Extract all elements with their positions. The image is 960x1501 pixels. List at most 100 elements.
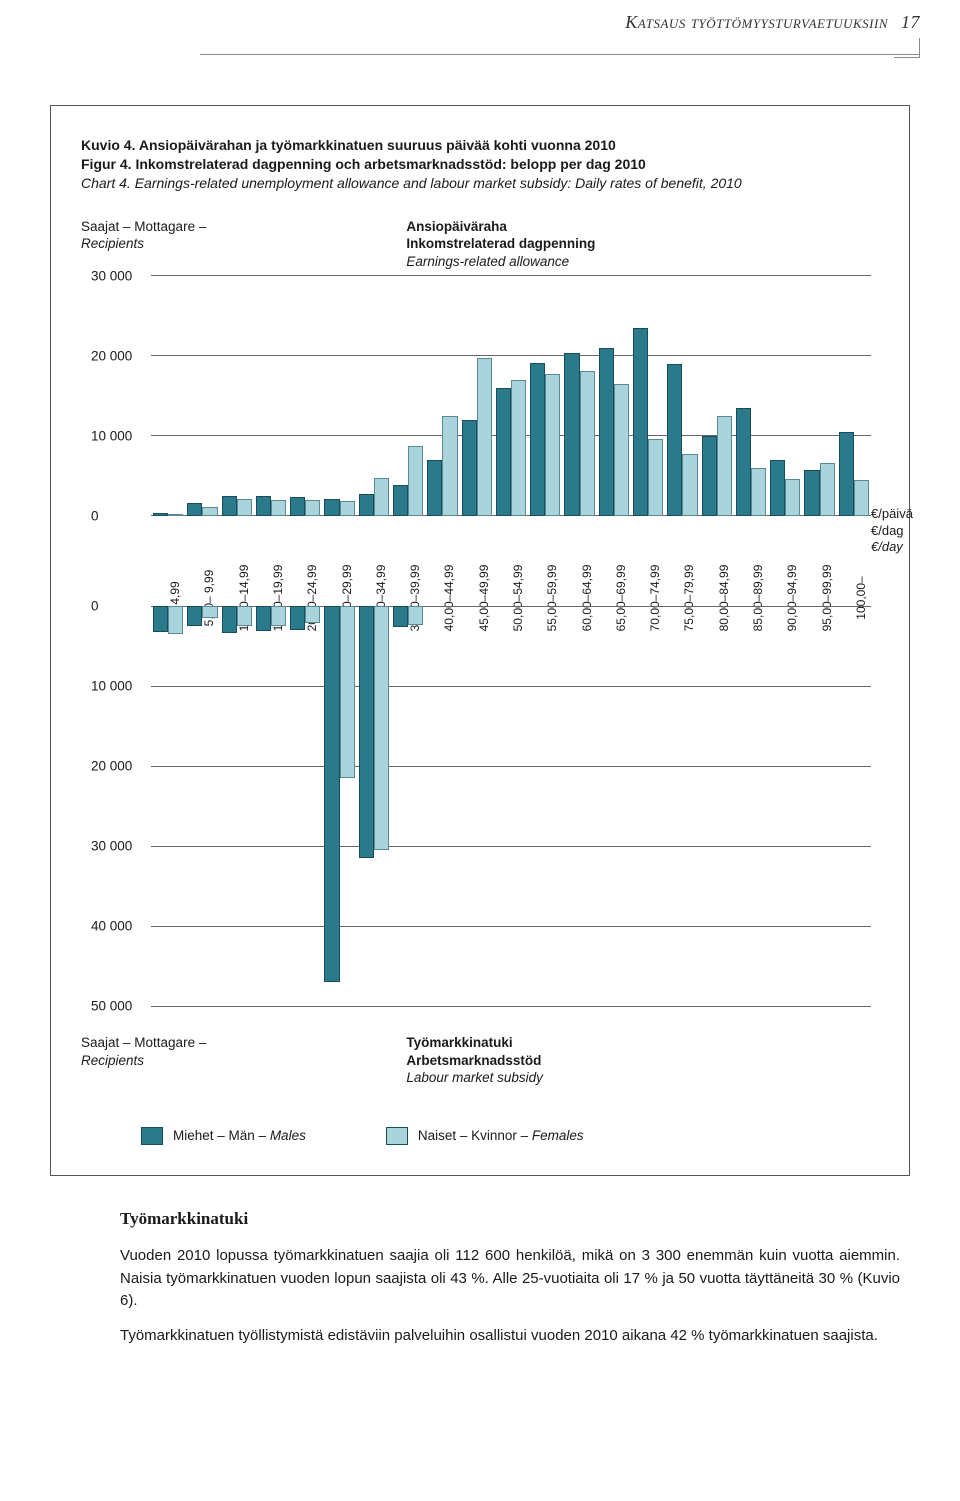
bar-male bbox=[702, 436, 717, 516]
bar-male bbox=[187, 503, 202, 517]
bar-male bbox=[153, 606, 168, 632]
caption-sv-label: Figur 4. bbox=[81, 156, 132, 172]
legend-females-label: Naiset – Kvinnor – Females bbox=[418, 1128, 584, 1143]
body-heading: Työmarkkinatuki bbox=[120, 1206, 900, 1232]
lower-chart: 010 00020 00030 00040 00050 000 bbox=[151, 606, 871, 1006]
running-header: Katsaus työttömyysturvaetuuksiin 17 bbox=[0, 0, 960, 50]
swatch-females bbox=[386, 1127, 408, 1145]
y-tick-label: 30 000 bbox=[91, 269, 132, 284]
bin bbox=[254, 606, 288, 1006]
bin bbox=[768, 606, 802, 1006]
bin bbox=[460, 606, 494, 1006]
bar-male bbox=[393, 485, 408, 516]
y-tick-label: 30 000 bbox=[91, 839, 132, 854]
bar-female bbox=[237, 606, 252, 626]
bin bbox=[322, 276, 356, 516]
legend-females: Naiset – Kvinnor – Females bbox=[386, 1127, 584, 1145]
bar-female bbox=[168, 606, 183, 633]
bar-male bbox=[290, 497, 305, 516]
bin bbox=[494, 276, 528, 516]
y-tick-label: 20 000 bbox=[91, 759, 132, 774]
body-p1: Vuoden 2010 lopussa työmarkkinatuen saaj… bbox=[120, 1245, 900, 1313]
unit-l1: €/päivä bbox=[871, 506, 913, 522]
bar-female bbox=[511, 380, 526, 516]
bar-male bbox=[222, 496, 237, 517]
bar-female bbox=[477, 358, 492, 516]
y-tick-label: 20 000 bbox=[91, 349, 132, 364]
bar-male bbox=[599, 348, 614, 516]
bin bbox=[185, 606, 219, 1006]
bin bbox=[562, 276, 596, 516]
legend-top: Saajat – Mottagare – Recipients Ansiopäi… bbox=[81, 218, 879, 271]
legend-males-text: Miehet – Män – Males bbox=[173, 1128, 306, 1143]
upper-chart: 010 00020 00030 000 bbox=[151, 276, 871, 516]
bar-female bbox=[374, 478, 389, 516]
bin bbox=[425, 606, 459, 1006]
unit-l2: €/dag bbox=[871, 523, 913, 539]
bin bbox=[631, 606, 665, 1006]
bin bbox=[357, 276, 391, 516]
bin bbox=[151, 276, 185, 516]
y-tick-label: 10 000 bbox=[91, 429, 132, 444]
bar-male bbox=[839, 432, 854, 516]
bar-male bbox=[393, 606, 408, 627]
caption-en: Chart 4. Earnings-related unemployment a… bbox=[81, 174, 879, 193]
bar-male bbox=[530, 363, 545, 517]
bars-layer bbox=[151, 276, 871, 516]
bar-female bbox=[202, 606, 217, 618]
bar-male bbox=[496, 388, 511, 516]
bar-female bbox=[374, 606, 389, 850]
bin bbox=[768, 276, 802, 516]
bin bbox=[665, 606, 699, 1006]
legend-br-l2: Arbetsmarknadsstöd bbox=[406, 1052, 543, 1070]
bin bbox=[151, 606, 185, 1006]
bar-male bbox=[324, 606, 339, 982]
bin bbox=[837, 606, 871, 1006]
caption-en-text: Earnings-related unemployment allowance … bbox=[135, 175, 742, 191]
bar-female bbox=[614, 384, 629, 516]
bar-male bbox=[770, 460, 785, 516]
caption-fi: Kuvio 4. Ansiopäivärahan ja työmarkkinat… bbox=[81, 136, 879, 155]
bar-male bbox=[222, 606, 237, 632]
bar-male bbox=[564, 353, 579, 516]
legend-top-right: Ansiopäiväraha Inkomstrelaterad dagpenni… bbox=[406, 218, 595, 271]
legend-males: Miehet – Män – Males bbox=[141, 1127, 306, 1145]
bar-female bbox=[305, 500, 320, 516]
legend-right-l3: Earnings-related allowance bbox=[406, 253, 595, 271]
bin bbox=[528, 276, 562, 516]
chart-captions: Kuvio 4. Ansiopäivärahan ja työmarkkinat… bbox=[81, 136, 879, 193]
chart-frame: Kuvio 4. Ansiopäivärahan ja työmarkkinat… bbox=[50, 105, 910, 1176]
bin bbox=[597, 276, 631, 516]
bin bbox=[802, 606, 836, 1006]
bin bbox=[254, 276, 288, 516]
bin bbox=[528, 606, 562, 1006]
bar-female bbox=[340, 501, 355, 516]
bin bbox=[734, 276, 768, 516]
legend-right-l2: Inkomstrelaterad dagpenning bbox=[406, 235, 595, 253]
bin bbox=[357, 606, 391, 1006]
bin bbox=[734, 606, 768, 1006]
swatch-males bbox=[141, 1127, 163, 1145]
bar-female bbox=[717, 416, 732, 516]
legend-right-l1: Ansiopäiväraha bbox=[406, 218, 595, 236]
bin bbox=[665, 276, 699, 516]
bin bbox=[288, 606, 322, 1006]
bar-male bbox=[667, 364, 682, 516]
bin bbox=[460, 276, 494, 516]
legend-bottom-block: Saajat – Mottagare – Recipients Työmarkk… bbox=[81, 1034, 879, 1087]
y-tick-label: 50 000 bbox=[91, 999, 132, 1014]
legend-bottom-right: Työmarkkinatuki Arbetsmarknadsstöd Labou… bbox=[406, 1034, 543, 1087]
legend-br-l1: Työmarkkinatuki bbox=[406, 1034, 543, 1052]
caption-fi-text: Ansiopäivärahan ja työmarkkinatuen suuru… bbox=[139, 137, 616, 153]
y-tick-label: 0 bbox=[91, 509, 99, 524]
bin bbox=[802, 276, 836, 516]
bin bbox=[494, 606, 528, 1006]
bin bbox=[425, 276, 459, 516]
legend-br-l3: Labour market subsidy bbox=[406, 1069, 543, 1087]
bar-female bbox=[442, 416, 457, 516]
legend-left-l1: Saajat – Mottagare – bbox=[81, 218, 206, 236]
bin bbox=[391, 276, 425, 516]
running-title-text: Katsaus työttömyysturvaetuuksiin bbox=[625, 12, 888, 32]
y-tick-label: 40 000 bbox=[91, 919, 132, 934]
legend-bl-l2: Recipients bbox=[81, 1052, 206, 1070]
